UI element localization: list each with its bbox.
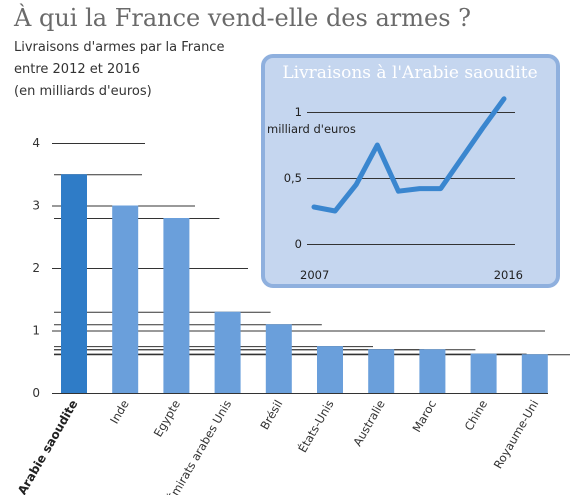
- subtitle-line-2: entre 2012 et 2016: [14, 62, 141, 77]
- inset-y-tick-label: 0,5: [284, 171, 302, 185]
- category-label: Royaume-Uni: [491, 398, 542, 472]
- inset-x-tick-start: 2007: [300, 268, 329, 282]
- bar: [470, 353, 497, 393]
- category-label: Egypte: [151, 398, 183, 440]
- y-tick-label: 4: [32, 136, 40, 150]
- inset-y-tick-label: 0: [295, 237, 302, 251]
- inset-y-tick-label: 1: [295, 105, 302, 119]
- category-label: Brésil: [257, 398, 285, 433]
- bar: [61, 174, 87, 393]
- bar: [163, 218, 190, 393]
- y-tick-label: 0: [32, 386, 40, 400]
- subtitle-line-3: (en milliards d'euros): [14, 84, 152, 99]
- inset-x-tick-end: 2016: [494, 268, 523, 282]
- bar: [419, 349, 446, 393]
- inset-series-line: [311, 96, 507, 214]
- bar: [368, 349, 395, 393]
- bar: [521, 354, 548, 393]
- category-label: Inde: [107, 398, 132, 427]
- inset-line-chart: Livraisons à l'Arabie saoudite milliard …: [261, 54, 560, 288]
- page-title: À qui la France vend-elle des armes ?: [14, 4, 472, 32]
- inset-panel: [261, 54, 560, 288]
- category-label: États-Unis: [294, 397, 336, 455]
- bar: [214, 311, 241, 393]
- y-tick-label: 3: [32, 199, 40, 213]
- subtitle-line-1: Livraisons d'armes par la France: [14, 40, 225, 55]
- bar: [265, 324, 292, 393]
- category-label: Arabie saoudite: [15, 398, 81, 495]
- y-tick-label: 2: [32, 261, 40, 275]
- inset-y-axis-label: milliard d'euros: [267, 122, 356, 136]
- bar: [112, 205, 139, 393]
- category-label: Australie: [350, 398, 388, 449]
- bar: [317, 346, 343, 393]
- y-tick-label: 1: [32, 324, 40, 338]
- category-label: Chine: [462, 397, 491, 432]
- inset-title: Livraisons à l'Arabie saoudite: [282, 63, 537, 83]
- category-label: Maroc: [409, 398, 439, 435]
